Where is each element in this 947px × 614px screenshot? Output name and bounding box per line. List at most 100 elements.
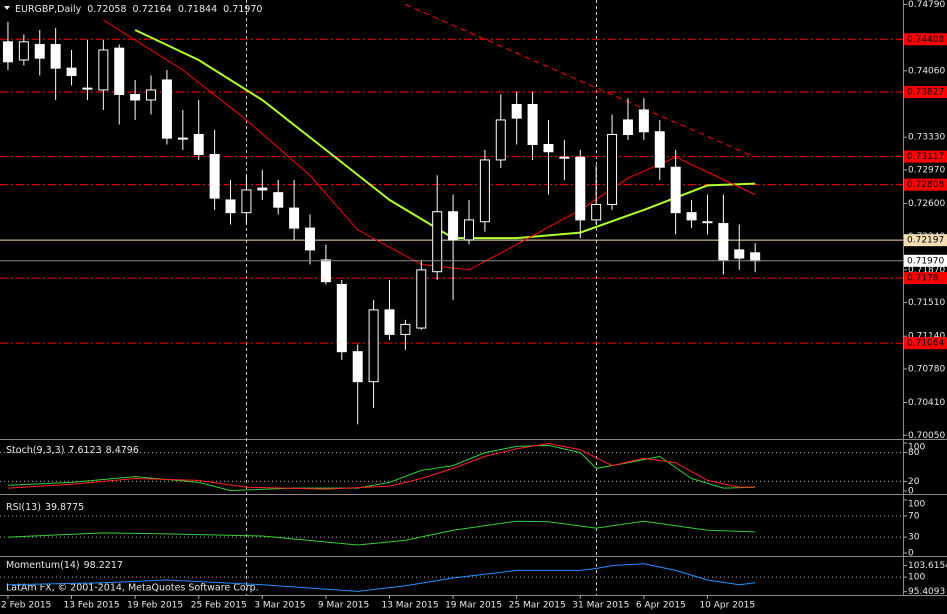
line xyxy=(7,520,756,546)
line xyxy=(405,4,756,158)
menu-arrow[interactable] xyxy=(4,6,10,10)
price-label: 0.71970 xyxy=(907,256,944,266)
candle-body xyxy=(289,207,300,229)
candle-body xyxy=(607,133,618,205)
candle-body xyxy=(305,227,316,251)
y-tick-label: 0.71510 xyxy=(908,298,945,308)
candle-body xyxy=(400,323,411,335)
x-tick-label: 25 Mar 2015 xyxy=(509,601,566,611)
candle-body xyxy=(161,79,172,139)
candle-body xyxy=(50,44,61,69)
y-tick-label: 0.71140 xyxy=(908,332,945,342)
y-tick-label: 80 xyxy=(908,448,920,458)
symbol: EURGBP,Daily xyxy=(15,4,82,15)
candle-body xyxy=(622,119,633,135)
indicator-name: Momentum(14) xyxy=(6,560,80,571)
level-label-box xyxy=(904,33,947,46)
indicator-name: RSI(13) xyxy=(6,502,41,513)
y-tick-label: 0 xyxy=(908,549,914,559)
y-tick-label: 0.70780 xyxy=(908,364,945,374)
indicator-value: 98.2217 xyxy=(84,560,123,571)
y-tick-label: 95.4093 xyxy=(908,587,945,597)
level-label-box xyxy=(904,272,947,285)
level-label: 0.73827 xyxy=(907,88,944,98)
candle-body xyxy=(320,259,331,283)
x-tick-label: 19 Feb 2015 xyxy=(127,601,183,611)
candle-body xyxy=(257,187,268,191)
candle-body xyxy=(432,211,443,273)
candle-body xyxy=(654,131,665,168)
candle-body xyxy=(352,351,363,383)
price-label-box xyxy=(904,254,947,267)
y-tick-label: 100 xyxy=(908,500,925,510)
candle-body xyxy=(146,89,157,101)
candle-body xyxy=(702,221,713,224)
y-tick-label: 0.74060 xyxy=(908,66,945,76)
y-tick-label: 0.73330 xyxy=(908,133,945,143)
level-label-box xyxy=(904,150,947,163)
x-tick-label: 13 Feb 2015 xyxy=(64,601,120,611)
indicator-title: Momentum(14) 98.2217 xyxy=(6,560,123,571)
level-label: 0.72808 xyxy=(907,180,944,190)
candle-body xyxy=(511,104,522,119)
candle-body xyxy=(2,41,13,63)
x-tick-label: 9 Mar 2015 xyxy=(318,601,369,611)
candle-body xyxy=(416,269,427,329)
candle-body xyxy=(273,192,284,208)
level-label-box xyxy=(904,337,947,350)
y-tick-label: 0.70410 xyxy=(908,398,945,408)
candle-body xyxy=(384,309,395,335)
x-tick-label: 31 Mar 2015 xyxy=(572,601,629,611)
y-tick-label: 100 xyxy=(908,573,925,583)
indicator-value: 7.6123 xyxy=(68,445,101,456)
ohlc-value: 0.71970 xyxy=(223,4,262,15)
candle-body xyxy=(591,203,602,221)
y-tick-label: 0.74790 xyxy=(908,0,945,10)
candle-body xyxy=(336,283,347,353)
candle-body xyxy=(638,109,649,133)
candle-body xyxy=(718,223,729,261)
candle-body xyxy=(98,49,109,91)
y-tick-label: 0 xyxy=(908,487,914,497)
y-tick-label: 0.70050 xyxy=(908,431,945,441)
x-tick-label: 19 Mar 2015 xyxy=(445,601,502,611)
candle-body xyxy=(448,211,459,241)
y-tick-label: 0.72600 xyxy=(908,199,945,209)
y-tick-label: 100 xyxy=(908,443,925,453)
level-label-box xyxy=(904,86,947,99)
candle-body xyxy=(559,156,570,159)
ohlc-value: 0.71844 xyxy=(178,4,217,15)
candle-body xyxy=(463,219,474,241)
line xyxy=(103,19,756,271)
copyright: LatAm FX, © 2001-2014, MetaQuotes Softwa… xyxy=(6,583,259,594)
y-tick-label: 0.71870 xyxy=(908,265,945,275)
level-label: 0.74408 xyxy=(907,35,944,45)
ohlc-value: 0.72164 xyxy=(133,4,172,15)
level-label-box xyxy=(904,234,947,247)
level-label-box xyxy=(904,178,947,191)
candle-body xyxy=(66,67,77,76)
x-tick-label: 10 Apr 2015 xyxy=(699,601,755,611)
candle-body xyxy=(241,189,252,214)
candle-body xyxy=(209,153,220,199)
y-tick-label: 0.72970 xyxy=(908,165,945,175)
candle-body xyxy=(114,47,125,96)
x-tick-label: 13 Mar 2015 xyxy=(381,601,438,611)
candle-body xyxy=(193,133,204,155)
candle-body xyxy=(34,44,45,59)
candle-body xyxy=(527,104,538,145)
level-label: 0.72197 xyxy=(907,236,944,246)
level-label: 0.73117 xyxy=(907,152,944,162)
candle-body xyxy=(686,212,697,221)
y-tick-label: 20 xyxy=(908,477,920,487)
y-tick-label: 103.6154 xyxy=(908,561,947,571)
candle-body xyxy=(750,252,761,262)
chart-header: EURGBP,Daily 0.72058 0.72164 0.71844 0.71970 xyxy=(15,4,262,15)
level-label: 0.71064 xyxy=(907,339,944,349)
candle-body xyxy=(18,41,29,61)
candle-body xyxy=(479,159,490,223)
x-tick-label: 25 Feb 2015 xyxy=(191,601,247,611)
ohlc-value: 0.72058 xyxy=(87,4,126,15)
